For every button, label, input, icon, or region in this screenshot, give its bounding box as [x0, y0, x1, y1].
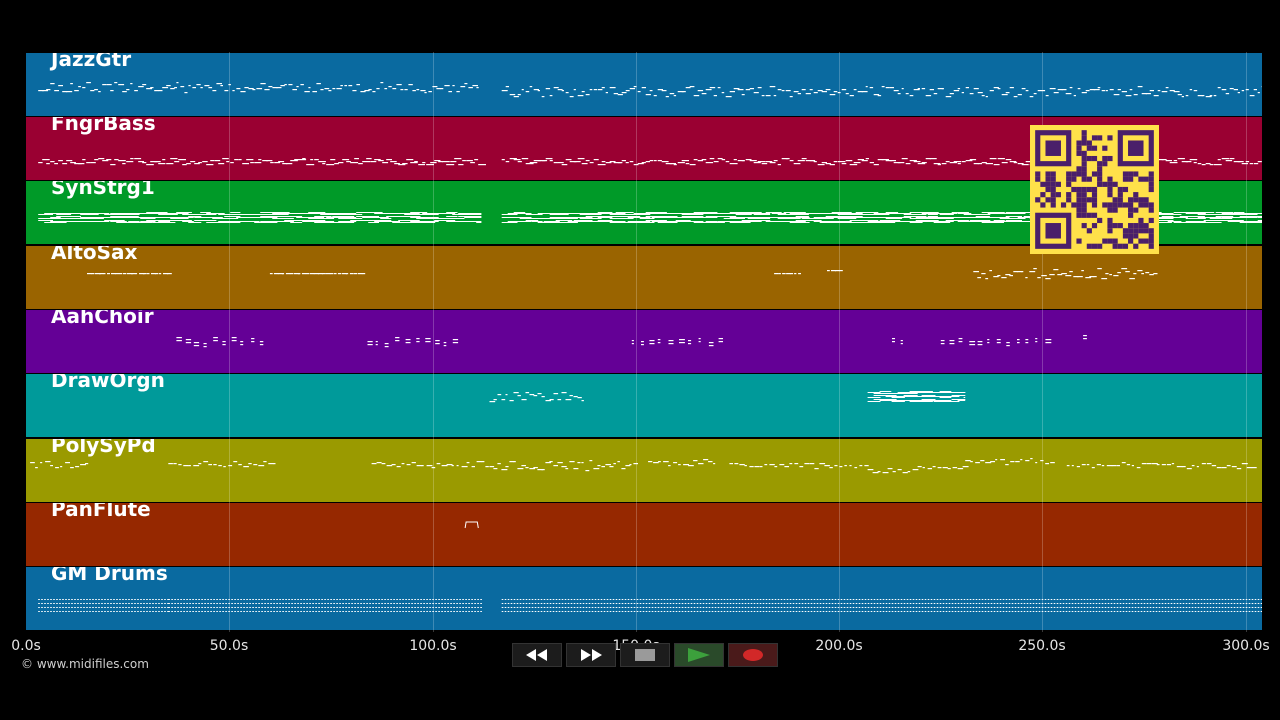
- time-tick-label: 250.0s: [1018, 638, 1066, 654]
- track-lane-jazzgtr[interactable]: JazzGtr: [26, 53, 1262, 116]
- track-label: GM Drums: [51, 567, 168, 585]
- track-lane-draworgn[interactable]: DrawOrgn: [26, 374, 1262, 437]
- track-lane-aahchoir[interactable]: AahChoir: [26, 310, 1262, 373]
- rewind-icon: [526, 649, 547, 661]
- transport-controls: [512, 643, 778, 667]
- time-tick-label: 300.0s: [1222, 638, 1270, 654]
- stop-button[interactable]: [620, 643, 670, 667]
- track-label: AltoSax: [51, 246, 138, 264]
- play-icon: [688, 648, 710, 662]
- track-notes: [87, 268, 1158, 280]
- track-notes: [38, 82, 1262, 98]
- time-tick-label: 200.0s: [815, 638, 863, 654]
- track-label: AahChoir: [51, 310, 154, 328]
- track-lane-gm-drums[interactable]: GM Drums: [26, 567, 1262, 630]
- track-label: JazzGtr: [51, 53, 132, 71]
- track-notes: [30, 458, 1257, 474]
- record-icon: [743, 649, 763, 661]
- track-label: PanFlute: [51, 503, 151, 521]
- qr-code-image: [1035, 130, 1154, 249]
- time-tick-label: 50.0s: [209, 638, 249, 654]
- fast-forward-button[interactable]: [566, 643, 616, 667]
- track-lane-altosax[interactable]: AltoSax: [26, 246, 1262, 309]
- rewind-button[interactable]: [512, 643, 562, 667]
- track-label: SynStrg1: [51, 181, 155, 199]
- time-tick-label: 0.0s: [11, 638, 41, 654]
- time-tick-label: 100.0s: [409, 638, 457, 654]
- track-notes: [489, 391, 966, 403]
- play-button[interactable]: [674, 643, 724, 667]
- track-label: DrawOrgn: [51, 374, 165, 392]
- qr-code: [1030, 125, 1159, 254]
- track-notes: [38, 599, 1262, 612]
- track-notes: [176, 335, 1087, 348]
- track-label: FngrBass: [51, 117, 156, 135]
- track-lane-panflute[interactable]: PanFlute: [26, 503, 1262, 566]
- copyright-text: © www.midifiles.com: [21, 657, 149, 671]
- fast-forward-icon: [581, 649, 602, 661]
- record-button[interactable]: [728, 643, 778, 667]
- stop-icon: [635, 649, 655, 661]
- track-notes: [464, 521, 479, 529]
- track-lane-polysypd[interactable]: PolySyPd: [26, 439, 1262, 502]
- track-label: PolySyPd: [51, 439, 156, 457]
